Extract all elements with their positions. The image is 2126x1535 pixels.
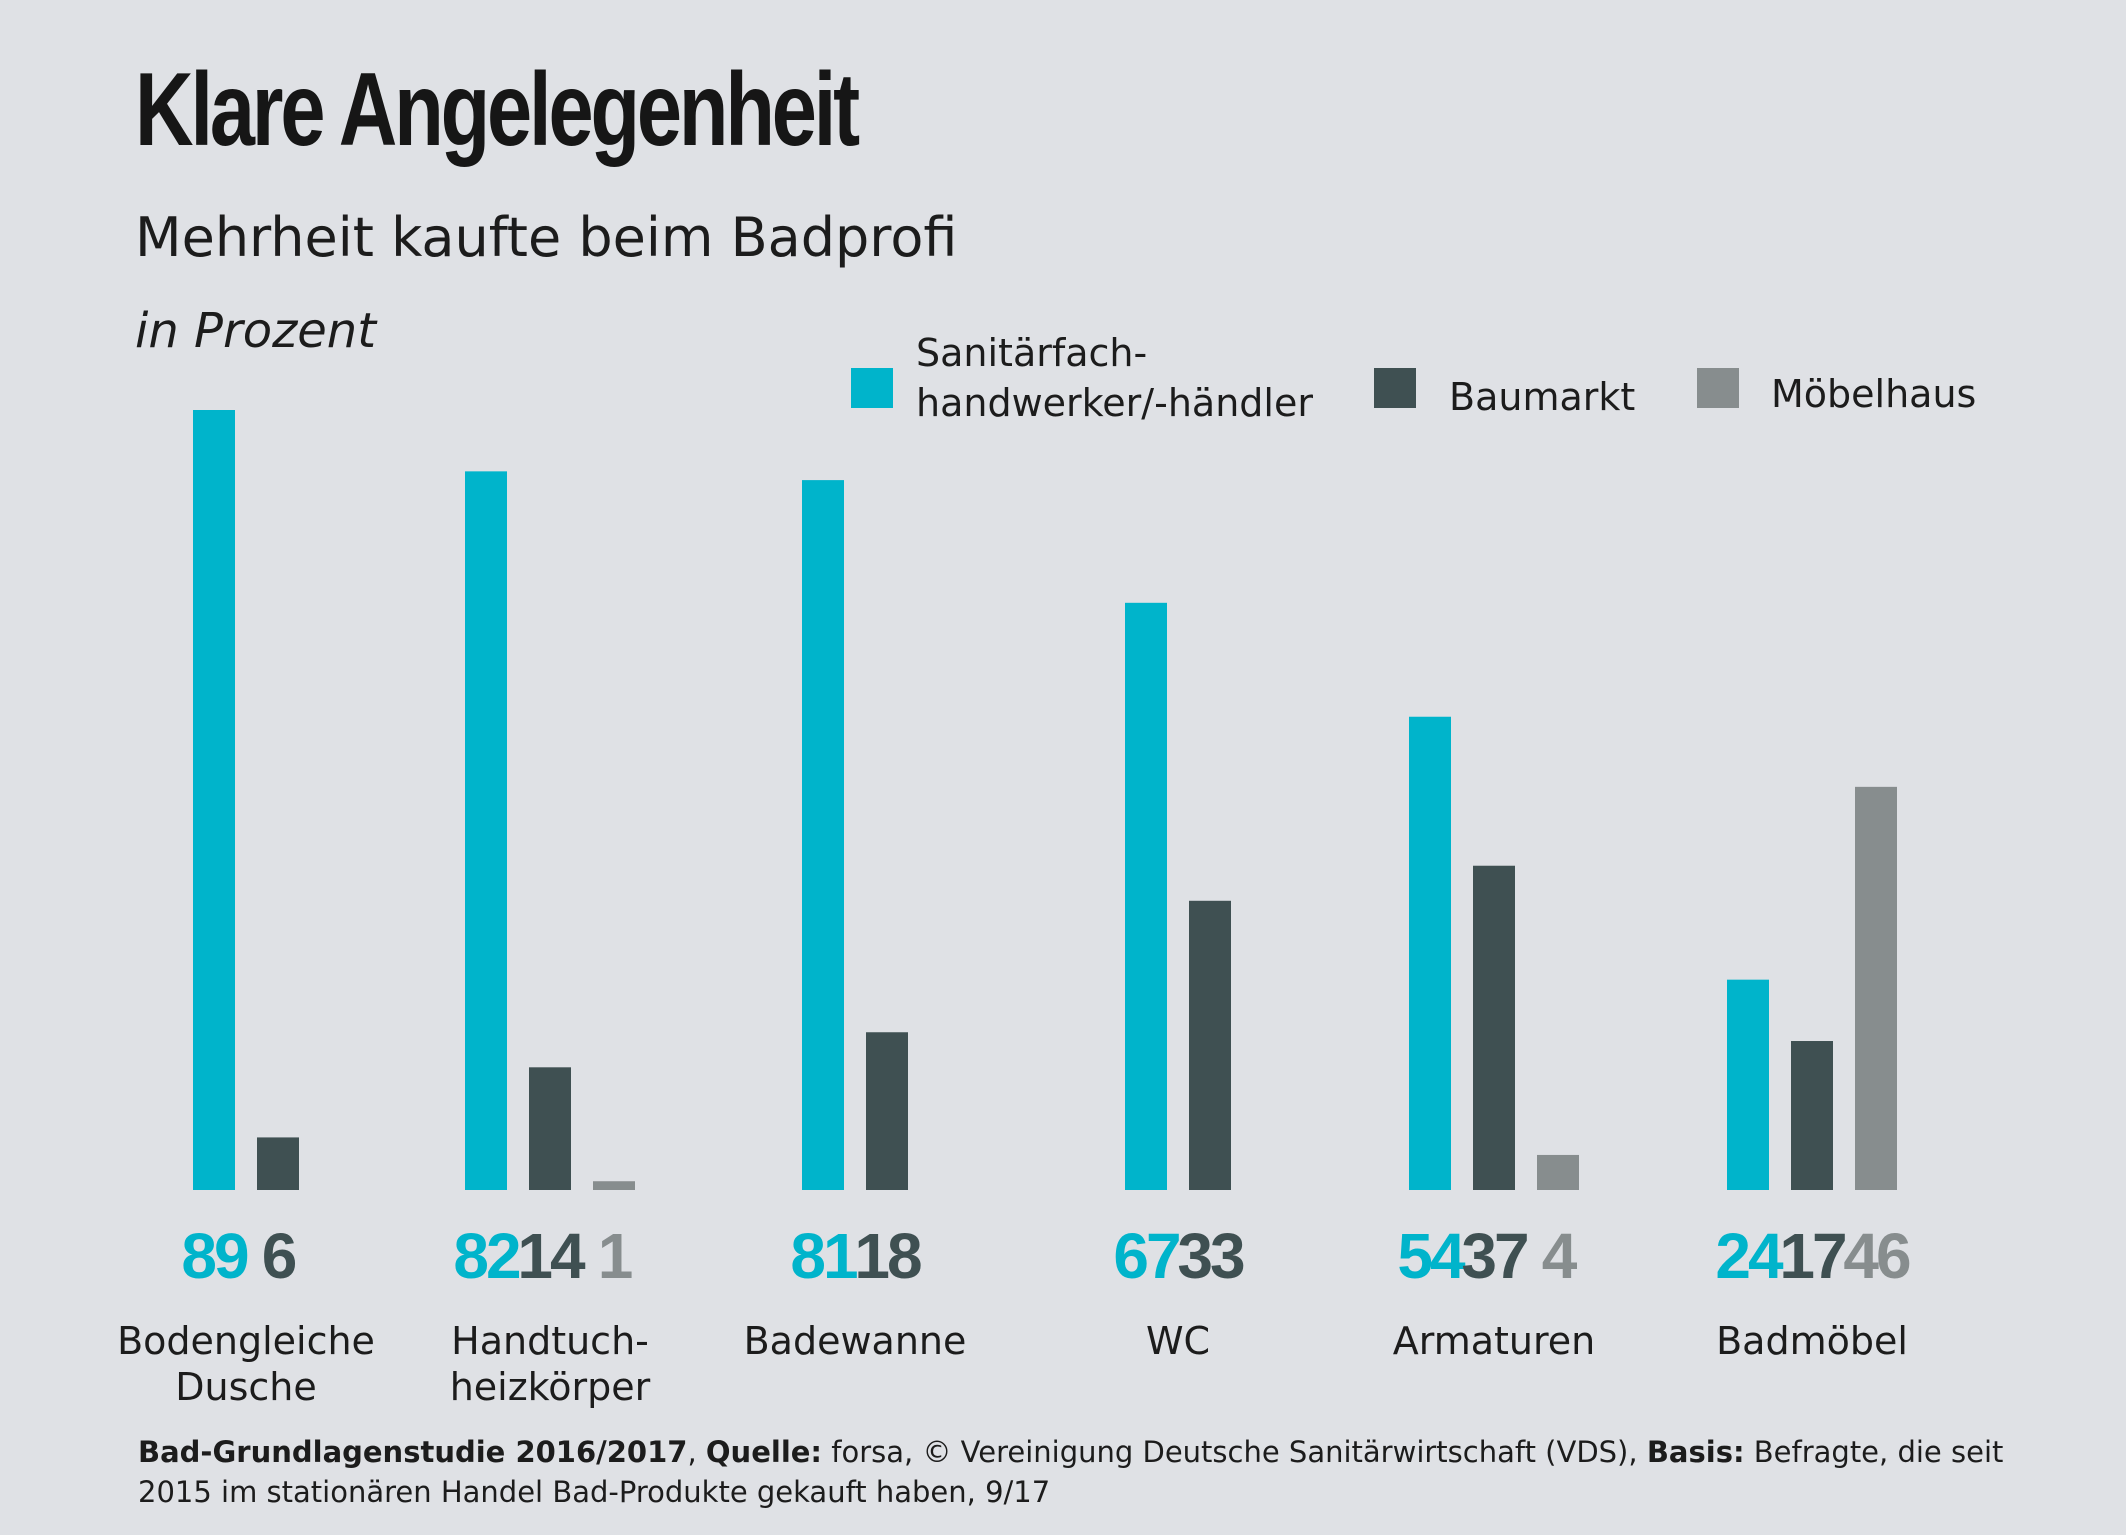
data-label: 37 [1461, 1220, 1527, 1292]
bar [1537, 1154, 1579, 1190]
bar [1409, 716, 1451, 1190]
data-label: 24 [1715, 1220, 1784, 1292]
bar [593, 1181, 635, 1190]
data-label: 14 [517, 1220, 586, 1292]
category-label-line: WC [1145, 1319, 1211, 1363]
legend-label-line: Möbelhaus [1771, 372, 1977, 416]
bar [802, 480, 844, 1190]
footer-source-label: Quelle: [705, 1435, 823, 1469]
legend-swatch-2 [1374, 368, 1416, 408]
chart-title: Klare Angelegenheit [135, 52, 860, 168]
data-label: 89 [181, 1220, 248, 1292]
legend-label-line: handwerker/-händler [916, 381, 1313, 425]
legend-label-2: Baumarkt [1449, 372, 1635, 422]
bar [1855, 786, 1897, 1190]
category-label-line: Armaturen [1392, 1319, 1596, 1363]
category-label-line: Handtuch- [451, 1319, 649, 1363]
data-label: 18 [854, 1220, 921, 1292]
category-label: Armaturen [1344, 1318, 1644, 1364]
bar [529, 1067, 571, 1190]
bar [465, 471, 507, 1190]
data-label: 46 [1843, 1220, 1910, 1292]
bar-group: 89 6 [181, 410, 299, 1292]
footer-source-note: Bad-Grundlagenstudie 2016/2017, Quelle: … [138, 1432, 2018, 1512]
data-label: 54 [1397, 1220, 1466, 1292]
category-label-line: Badewanne [743, 1319, 967, 1363]
category-label-line: Dusche [175, 1365, 317, 1409]
legend-label-line: Baumarkt [1449, 375, 1636, 419]
legend-swatch-1 [851, 368, 893, 408]
data-label: 17 [1779, 1220, 1845, 1292]
bar [1473, 865, 1515, 1190]
data-label: 33 [1177, 1220, 1244, 1292]
bar [257, 1137, 299, 1190]
bar [1189, 900, 1231, 1190]
data-label: 82 [453, 1220, 520, 1292]
legend-label-line: Sanitärfach- [916, 331, 1148, 375]
category-label-line: heizkörper [449, 1365, 651, 1409]
bar [1727, 979, 1769, 1190]
data-label: 81 [790, 1220, 857, 1292]
legend-label-3: Möbelhaus [1771, 369, 1976, 419]
legend-swatch-3 [1697, 368, 1739, 408]
footer-basis-text: Befragte, die seit 2015 im stationären H… [138, 1435, 2004, 1509]
legend-label-1: Sanitärfach-handwerker/-händler [916, 328, 1313, 428]
category-label: Bodengleiche Dusche [96, 1318, 396, 1410]
category-label-line: Bodengleiche [117, 1319, 375, 1363]
data-label: 67 [1113, 1220, 1179, 1292]
data-label: 6 [262, 1220, 296, 1292]
bar [1791, 1041, 1833, 1190]
category-label: WC [1028, 1318, 1328, 1364]
category-label: Badewanne [705, 1318, 1005, 1364]
data-label: 4 [1542, 1220, 1578, 1292]
bar [1125, 602, 1167, 1190]
footer-basis-label: Basis: [1646, 1435, 1745, 1469]
category-label: Handtuch-heizkörper [400, 1318, 700, 1410]
footer-separator: , [687, 1435, 706, 1469]
footer-source-text: forsa, © Vereinigung Deutsche Sanitärwir… [822, 1435, 1647, 1469]
category-label: Badmöbel [1662, 1318, 1962, 1364]
bar [866, 1032, 908, 1190]
category-label-line: Badmöbel [1716, 1319, 1908, 1363]
footer-study-label: Bad-Grundlagenstudie 2016/2017 [138, 1435, 688, 1469]
bar [193, 410, 235, 1190]
chart-subtitle: Mehrheit kaufte beim Badprofi [135, 206, 958, 269]
unit-label: in Prozent [135, 303, 377, 359]
data-label: 1 [598, 1220, 632, 1292]
